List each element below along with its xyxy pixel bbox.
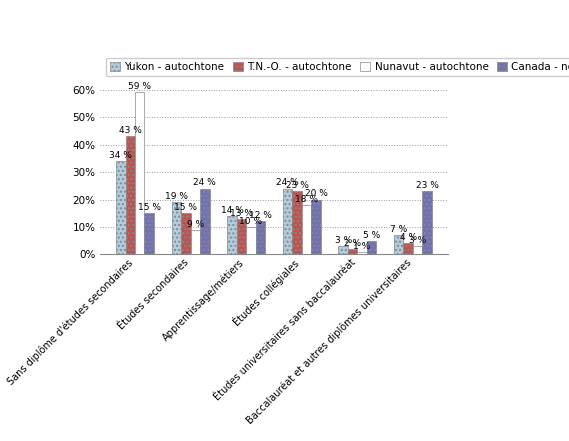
Bar [237, 219, 246, 254]
Text: 12 %: 12 % [249, 211, 272, 220]
Text: 23 %: 23 % [286, 181, 308, 190]
Text: 4 %: 4 % [399, 233, 417, 242]
Bar [200, 188, 209, 254]
Text: 1 %: 1 % [353, 242, 370, 250]
Bar [283, 188, 292, 254]
Text: 59 %: 59 % [128, 82, 151, 91]
Bar [227, 216, 237, 254]
Text: 34 %: 34 % [109, 151, 133, 160]
Bar [403, 243, 413, 254]
Text: 9 %: 9 % [187, 220, 204, 228]
Bar [394, 235, 403, 254]
Legend: Yukon - autochtone, T.N.-O. - autochtone, Nunavut - autochtone, Canada - non aut: Yukon - autochtone, T.N.-O. - autochtone… [106, 58, 569, 76]
Bar [181, 213, 191, 254]
Text: 3 %: 3 % [335, 236, 352, 245]
Text: 10 %: 10 % [240, 217, 262, 226]
Bar [135, 93, 145, 254]
Bar [413, 246, 422, 254]
Bar [116, 161, 126, 254]
Bar [367, 241, 376, 254]
Bar [126, 136, 135, 254]
Text: 20 %: 20 % [304, 189, 327, 198]
Text: 13 %: 13 % [230, 209, 253, 217]
Bar [422, 191, 432, 254]
Bar [357, 252, 367, 254]
Text: 5 %: 5 % [363, 231, 380, 239]
Bar [145, 213, 154, 254]
Text: 24 %: 24 % [276, 179, 299, 187]
Text: 23 %: 23 % [416, 181, 439, 190]
Text: 15 %: 15 % [138, 203, 160, 212]
Text: 19 %: 19 % [165, 192, 188, 201]
Bar [172, 202, 181, 254]
Bar [339, 246, 348, 254]
Text: 15 %: 15 % [174, 203, 197, 212]
Bar [302, 205, 311, 254]
Text: 7 %: 7 % [390, 225, 407, 234]
Bar [292, 191, 302, 254]
Text: 3 %: 3 % [409, 236, 426, 245]
Bar [311, 199, 321, 254]
Text: 24 %: 24 % [193, 179, 216, 187]
Text: 14 %: 14 % [221, 206, 244, 215]
Bar [246, 227, 255, 254]
Text: 18 %: 18 % [295, 195, 318, 204]
Bar [255, 221, 265, 254]
Bar [348, 249, 357, 254]
Text: 2 %: 2 % [344, 239, 361, 248]
Bar [191, 230, 200, 254]
Text: 43 %: 43 % [119, 126, 142, 135]
